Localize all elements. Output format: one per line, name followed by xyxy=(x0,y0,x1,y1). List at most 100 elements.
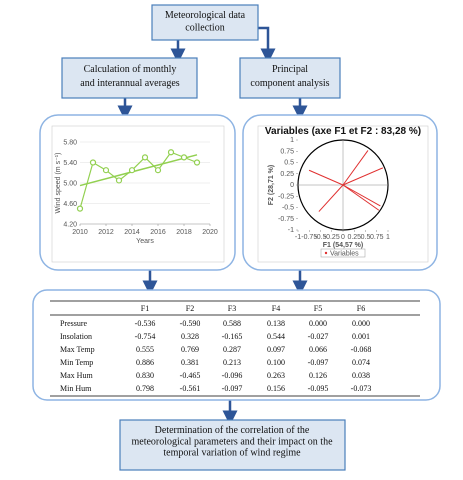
y-tick-label: 5.00 xyxy=(63,181,77,188)
node-label-line: and interannual averages xyxy=(80,78,180,89)
y-tick-label: -0.5 xyxy=(282,205,294,212)
data-point xyxy=(76,205,84,212)
table-cell: 0.886 xyxy=(136,358,154,367)
chart-card xyxy=(51,125,225,263)
node-label: Principal component analysis xyxy=(250,64,329,89)
column-header: F3 xyxy=(228,304,236,313)
table-cell: -0.465 xyxy=(180,371,201,380)
x-tick-label: 2012 xyxy=(98,229,114,236)
node-box xyxy=(239,57,341,99)
x-tick-label: 0.25 xyxy=(347,234,361,241)
data-point xyxy=(141,154,149,161)
table-cell: 0.544 xyxy=(267,332,285,341)
table-cell: -0.096 xyxy=(222,371,243,380)
table-cell: 0.830 xyxy=(136,371,154,380)
data-line xyxy=(79,151,198,209)
x-tick-label: 2010 xyxy=(72,229,88,236)
legend-marker xyxy=(324,251,328,255)
node-label: Determination of the correlation of the m… xyxy=(131,425,333,459)
y-tick-label: 0.25 xyxy=(280,171,294,178)
y-axis-label: F2 (28,71 %) xyxy=(268,165,275,205)
table-cell: -0.068 xyxy=(351,345,372,354)
row-label: Pressure xyxy=(60,319,88,328)
trend-line xyxy=(79,154,198,187)
node-box xyxy=(61,57,198,99)
data-point xyxy=(180,154,188,161)
y-tick-label: 0 xyxy=(290,182,294,189)
chart-title: Variables (axe F1 et F2 : 83,28 %) xyxy=(265,126,421,137)
legend-label: Variables xyxy=(330,251,359,258)
table-cell: -0.097 xyxy=(222,384,243,393)
table-cell: 0.156 xyxy=(267,384,285,393)
table-cell: 0.555 xyxy=(136,345,154,354)
connectors xyxy=(117,26,308,426)
column-header: F6 xyxy=(357,304,365,313)
loading-arrow xyxy=(342,184,381,207)
y-tick-label: -1 xyxy=(288,227,294,234)
y-tick-label: 1 xyxy=(290,137,294,144)
node-label-line: Principal xyxy=(272,64,308,75)
y-axis-label: Wind speed (m s⁻¹) xyxy=(55,153,62,214)
table-cell: 0.074 xyxy=(352,358,370,367)
table-cell: 0.038 xyxy=(352,371,370,380)
x-tick-label: 2014 xyxy=(124,229,140,236)
y-tick-label: 0.5 xyxy=(284,160,294,167)
data-point xyxy=(154,167,162,174)
y-tick-label: 4.60 xyxy=(63,201,77,208)
table-cell: 0.263 xyxy=(267,371,285,380)
table-cell: -0.095 xyxy=(308,384,329,393)
y-tick-label: 0.75 xyxy=(280,148,294,155)
y-tick-label: 5.80 xyxy=(63,140,77,147)
row-label: Insolation xyxy=(60,332,92,341)
legend-box xyxy=(320,248,366,258)
loading-arrow xyxy=(342,184,380,211)
column-header: F1 xyxy=(141,304,149,313)
x-tick-label: -1 xyxy=(295,234,301,241)
table-cell: 0.213 xyxy=(223,358,241,367)
x-axis-label: Years xyxy=(136,238,154,245)
table-cell: -0.165 xyxy=(222,332,243,341)
table-cell: 0.000 xyxy=(309,319,327,328)
y-tick-label: 4.20 xyxy=(63,222,77,229)
x-axis-label: F1 (54,57 %) xyxy=(323,242,363,249)
x-tick-label: -0.75 xyxy=(301,234,317,241)
row-label: Max Hum xyxy=(60,371,93,380)
y-tick-label: -0.75 xyxy=(278,216,294,223)
table-cell: -0.536 xyxy=(135,319,156,328)
node-box xyxy=(119,419,346,471)
data-point xyxy=(167,149,175,156)
table-cell: 0.000 xyxy=(352,319,370,328)
table-cell: -0.073 xyxy=(351,384,372,393)
x-tick-label: 2018 xyxy=(176,229,192,236)
table-cell: 0.381 xyxy=(181,358,199,367)
data-point xyxy=(128,167,136,174)
table-cell: 0.328 xyxy=(181,332,199,341)
table-cell: 0.097 xyxy=(267,345,285,354)
table-cell: 0.798 xyxy=(136,384,154,393)
table-cell: -0.754 xyxy=(135,332,156,341)
node-label-line: Calculation of monthly xyxy=(84,64,177,75)
data-point xyxy=(193,159,201,166)
column-header: F2 xyxy=(186,304,194,313)
table-cell: -0.590 xyxy=(180,319,201,328)
x-tick-label: -0.5 xyxy=(314,234,326,241)
row-label: Min Hum xyxy=(60,384,92,393)
node-label-line: Determination of the correlation of the xyxy=(155,425,310,436)
table-cell: 0.588 xyxy=(223,319,241,328)
x-tick-label: 0.75 xyxy=(370,234,384,241)
x-tick-label: 0 xyxy=(341,234,345,241)
x-tick-label: 0.5 xyxy=(361,234,371,241)
table-cell: 0.100 xyxy=(267,358,285,367)
node-label: Meteorological data collection xyxy=(165,10,246,34)
y-tick-label: 5.40 xyxy=(63,160,77,167)
loading-arrow xyxy=(308,169,344,186)
x-tick-label: 1 xyxy=(386,234,390,241)
data-point xyxy=(89,159,97,166)
node-box xyxy=(151,4,259,41)
table-cell: 0.769 xyxy=(181,345,199,354)
table-cell: 0.138 xyxy=(267,319,285,328)
table-cell: 0.001 xyxy=(352,332,370,341)
column-header: F4 xyxy=(272,304,280,313)
node-label: Calculation of monthly and interannual av… xyxy=(80,64,180,89)
